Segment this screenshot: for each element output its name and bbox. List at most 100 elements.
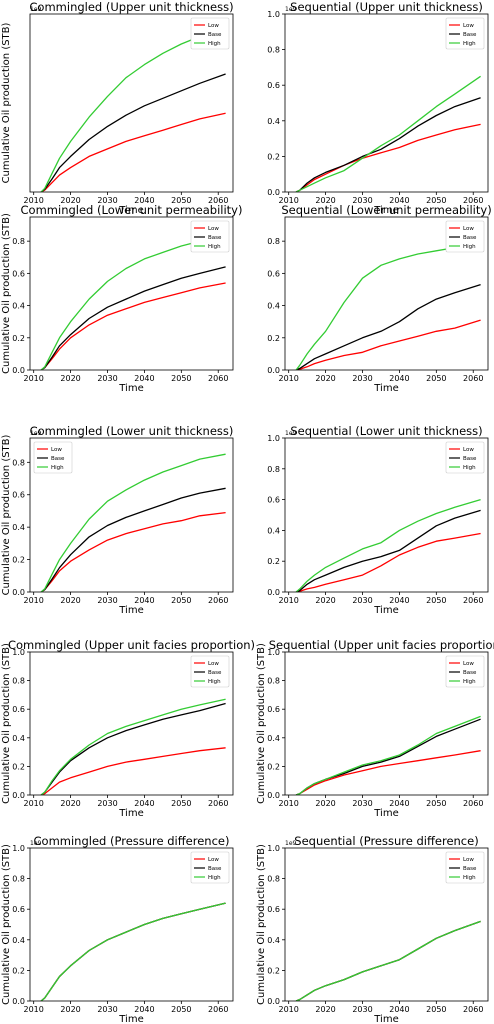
x-tick-label: 2050 [426,374,446,383]
legend-label-high: High [208,679,221,685]
y-tick-label: 1.0 [267,10,280,19]
y-tick-label: 0.6 [12,491,25,500]
y-offset-label: 1e9 [30,6,42,13]
x-tick-label: 2010 [279,799,299,808]
y-tick-label: 0.4 [267,936,280,945]
chart-title: Sequential (Pressure difference) [294,834,478,848]
legend-box [190,851,230,884]
x-tick-label: 2030 [97,196,117,205]
y-axis-label: Cumulative Oil production (STB) [1,643,12,804]
series-line-base [40,73,226,192]
x-tick-label: 2020 [60,374,80,383]
legend-label-base: Base [208,32,222,38]
y-tick-label: 0.8 [12,875,25,884]
series-line-high [295,920,481,1001]
y-tick-label: 0.0 [12,997,25,1006]
y-axis-label: Cumulative Oil production (STB) [1,434,12,595]
y-tick-label: 0.2 [267,557,280,566]
series-line-low [295,750,481,795]
legend-label-high: High [208,875,221,881]
chart-title: Commingled (Lower unit permeability) [21,203,243,217]
y-tick-label: 0.6 [267,269,280,278]
legend: Low Base High [445,17,485,50]
x-tick-label: 2040 [389,799,409,808]
legend-label-high: High [463,41,476,47]
y-tick-label: 0.0 [267,188,280,197]
legend-box [190,655,230,688]
x-tick-label: 2040 [134,596,154,605]
x-axis-label: Time [118,808,143,819]
x-tick-label: 2040 [389,196,409,205]
x-axis-label: Time [373,383,398,394]
y-tick-label: 0.4 [267,734,280,743]
x-tick-label: 2010 [279,1005,299,1014]
legend-box [445,441,485,474]
y-tick-label: 1.0 [267,434,280,443]
y-tick-label: 0.6 [267,496,280,505]
x-tick-label: 2050 [171,374,191,383]
x-tick-label: 2030 [97,596,117,605]
legend-label-high: High [51,465,64,471]
y-tick-label: 0.8 [267,46,280,55]
series-line-low [40,282,226,370]
legend-label-low: Low [208,23,219,29]
legend: Low Base High [445,220,485,253]
plot-frame [284,651,489,796]
series-line-low [40,747,226,795]
x-tick-label: 2030 [97,799,117,808]
series-line-high [40,24,226,192]
x-tick-label: 2010 [24,799,44,808]
y-offset-label: 1e9 [285,6,297,13]
legend-label-base: Base [51,456,65,462]
x-tick-label: 2030 [352,1005,372,1014]
y-axis-label: Cumulative Oil production (STB) [256,643,267,804]
x-tick-label: 2050 [171,196,191,205]
series-line-base [295,718,481,795]
legend-label-high: High [463,679,476,685]
x-tick-label: 2050 [426,1005,446,1014]
series-line-low [295,123,481,192]
x-tick-label: 2040 [389,1005,409,1014]
series-line-base [295,920,481,1001]
legend-box [445,851,485,884]
y-tick-label: 0.6 [12,905,25,914]
chart-panel-5: Commingled (Lower unit thickness) Cumulat… [1,424,233,616]
chart-panel-8: Sequential (Upper unit facies proportion… [256,638,494,819]
series-line-high [295,242,481,370]
x-axis-label: Time [118,205,143,216]
y-axis-label: Cumulative Oil production (STB) [1,22,12,183]
y-tick-label: 0.4 [267,526,280,535]
legend: Low Base High [445,655,485,688]
y-tick-label: 0.6 [267,81,280,90]
plot-frame [29,13,234,193]
legend: Low Base High [190,220,230,253]
x-tick-label: 2020 [315,596,335,605]
y-tick-label: 0.0 [12,366,25,375]
x-tick-label: 2020 [315,196,335,205]
chart-title: Commingled (Pressure difference) [34,834,230,848]
series-line-low [40,511,226,592]
series-line-low [295,920,481,1001]
y-tick-label: 0.2 [12,334,25,343]
x-tick-label: 2050 [171,1005,191,1014]
series-line-high [295,75,481,192]
legend-label-high: High [463,465,476,471]
y-tick-label: 0.8 [267,465,280,474]
x-tick-label: 2010 [24,374,44,383]
y-axis-label: Cumulative Oil production (STB) [256,844,267,1005]
x-tick-label: 2010 [24,1005,44,1014]
series-line-base [40,487,226,592]
y-offset-label: 1e9 [30,430,42,437]
x-tick-label: 2040 [134,1005,154,1014]
y-tick-label: 0.6 [267,905,280,914]
x-tick-label: 2040 [134,374,154,383]
x-tick-label: 2020 [315,374,335,383]
y-tick-label: 0.4 [12,523,25,532]
legend: Low Base High [190,655,230,688]
legend-label-high: High [463,244,476,250]
chart-panel-4: Sequential (Lower unit permeability)Time… [267,203,491,394]
x-tick-label: 2010 [24,196,44,205]
y-tick-label: 0.8 [12,677,25,686]
plot-frame [29,437,234,593]
